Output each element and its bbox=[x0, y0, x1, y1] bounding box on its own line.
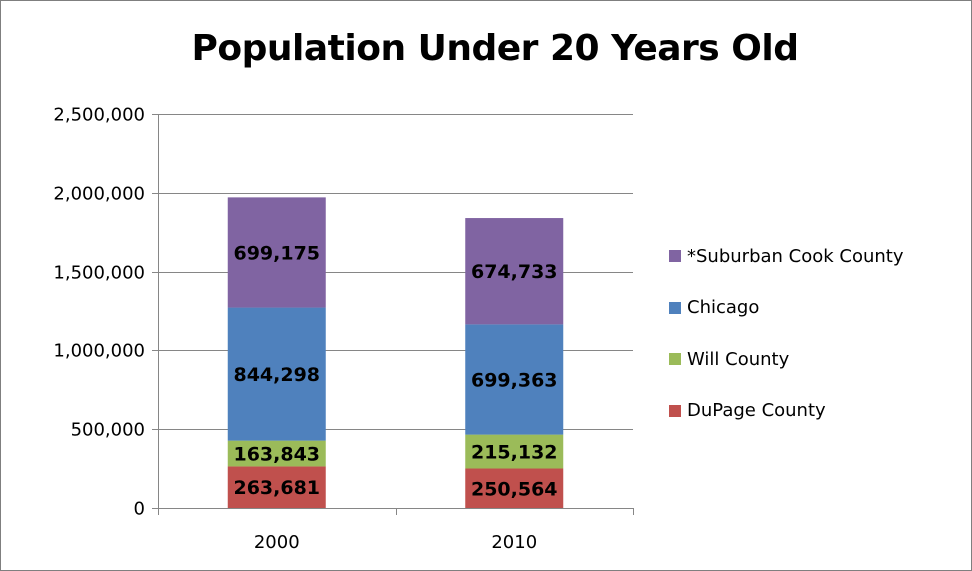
legend-label: DuPage County bbox=[687, 400, 826, 421]
y-tick-label: 2,000,000 bbox=[53, 184, 145, 205]
bar-segment-dupage-county-2010 bbox=[465, 468, 564, 508]
legend-item: DuPage County bbox=[669, 398, 969, 424]
data-label: 674,733 bbox=[471, 261, 558, 283]
legend: *Suburban Cook County Chicago Will County D… bbox=[669, 243, 969, 449]
data-label: 844,298 bbox=[233, 364, 320, 386]
data-label: 699,363 bbox=[471, 369, 558, 391]
legend-item: Chicago bbox=[669, 295, 969, 321]
bar-segment-chicago-2010 bbox=[465, 324, 564, 435]
data-label: 699,175 bbox=[233, 242, 320, 264]
legend-label: Chicago bbox=[687, 297, 760, 318]
x-tick-label: 2010 bbox=[491, 532, 537, 553]
y-tick-label: 500,000 bbox=[71, 420, 145, 441]
bar-segment-suburban-cook-county-2000 bbox=[227, 197, 326, 308]
bar-segment-will-county-2010 bbox=[465, 434, 564, 469]
bars bbox=[227, 197, 564, 508]
legend-item: *Suburban Cook County bbox=[669, 243, 969, 269]
legend-swatch bbox=[669, 301, 681, 314]
legend-item: Will County bbox=[669, 346, 969, 372]
bar-segment-dupage-county-2000 bbox=[227, 466, 326, 508]
x-tick-label: 2000 bbox=[254, 532, 300, 553]
legend-swatch bbox=[669, 404, 681, 417]
data-label: 163,843 bbox=[233, 444, 320, 466]
y-tick-label: 2,500,000 bbox=[53, 105, 145, 126]
legend-label: *Suburban Cook County bbox=[687, 245, 904, 267]
bar-segment-suburban-cook-county-2010 bbox=[465, 218, 564, 325]
data-label: 250,564 bbox=[471, 478, 558, 500]
data-label: 215,132 bbox=[471, 442, 558, 464]
y-tick-label: 1,500,000 bbox=[53, 263, 145, 284]
y-tick-label: 1,000,000 bbox=[53, 341, 145, 362]
bar-segment-chicago-2000 bbox=[227, 307, 326, 441]
chart-title: Population Under 20 Years Old bbox=[191, 28, 799, 69]
legend-swatch bbox=[669, 250, 681, 262]
data-label: 263,681 bbox=[233, 477, 320, 499]
legend-label: Will County bbox=[687, 348, 790, 370]
legend-swatch bbox=[669, 353, 681, 365]
axes: 0 500,000 1,000,000 1,500,000 2,000,000 2,500… bbox=[53, 105, 634, 553]
bar-segment-will-county-2000 bbox=[227, 440, 326, 467]
y-tick-label: 0 bbox=[134, 499, 145, 520]
data-labels: 263,681 163,843 844,298 699,175 250,564 215,1… bbox=[233, 242, 557, 500]
